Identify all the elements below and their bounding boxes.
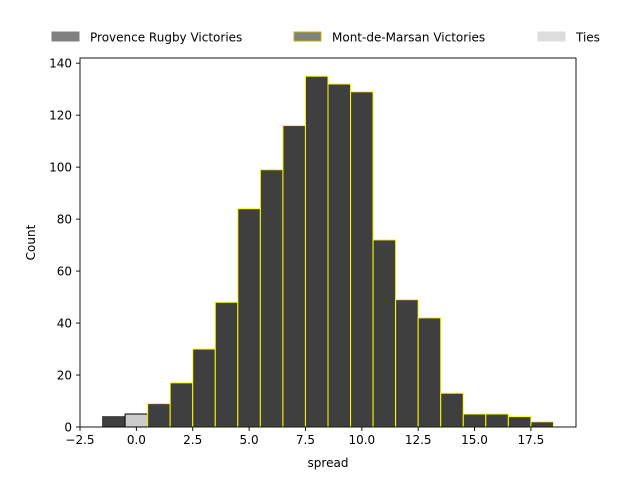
bar xyxy=(485,413,509,428)
legend-swatch xyxy=(293,31,322,42)
legend-label: Mont-de-Marsan Victories xyxy=(332,31,485,45)
bar xyxy=(507,416,532,428)
bars xyxy=(102,75,554,428)
legend-swatch xyxy=(537,31,566,42)
bar xyxy=(304,75,329,428)
y-tick-label: 60 xyxy=(57,265,72,279)
bar xyxy=(214,301,239,428)
bar xyxy=(530,421,554,428)
bar xyxy=(282,125,306,428)
x-tick-label: 0.0 xyxy=(127,433,146,447)
y-tick-label: 100 xyxy=(49,161,72,175)
y-tick-label: 120 xyxy=(49,109,72,123)
legend: Provence Rugby Victories Mont-de-Marsan V… xyxy=(51,31,600,45)
y-axis-label: Count xyxy=(24,224,38,260)
bar xyxy=(259,169,284,428)
legend-label: Provence Rugby Victories xyxy=(90,31,242,45)
x-tick-label: 2.5 xyxy=(183,433,202,447)
y-tick-label: 0 xyxy=(64,421,72,435)
bar xyxy=(417,317,442,428)
y-tick-label: 140 xyxy=(49,57,72,71)
y-tick-label: 20 xyxy=(57,369,72,383)
y-tick-label: 80 xyxy=(57,213,72,227)
x-tick-label: 7.5 xyxy=(296,433,315,447)
x-tick-label: −2.5 xyxy=(65,433,94,447)
x-tick-label: 17.5 xyxy=(518,433,545,447)
bar xyxy=(169,382,194,428)
bar xyxy=(327,83,352,428)
y-axis: 0 20 40 60 80 100 120 140 xyxy=(49,57,80,435)
legend-swatch xyxy=(51,31,80,42)
bar xyxy=(147,403,171,428)
y-tick-label: 40 xyxy=(57,317,72,331)
bar xyxy=(237,208,261,428)
bar xyxy=(192,348,216,428)
x-tick-label: 12.5 xyxy=(405,433,432,447)
bar xyxy=(440,392,464,428)
bar xyxy=(395,299,419,428)
plot-frame xyxy=(79,57,577,428)
x-axis-label: spread xyxy=(308,456,349,470)
bar xyxy=(124,413,149,428)
x-tick-label: 15.0 xyxy=(461,433,488,447)
legend-label: Ties xyxy=(575,31,600,45)
bar xyxy=(462,413,487,428)
x-tick-label: 10.0 xyxy=(348,433,375,447)
bar xyxy=(372,239,397,428)
x-axis: −2.5 0.0 2.5 5.0 7.5 10.0 12.5 15.0 17.5 xyxy=(65,427,544,447)
bar xyxy=(102,416,126,428)
x-tick-label: 5.0 xyxy=(240,433,259,447)
bar xyxy=(350,91,374,428)
